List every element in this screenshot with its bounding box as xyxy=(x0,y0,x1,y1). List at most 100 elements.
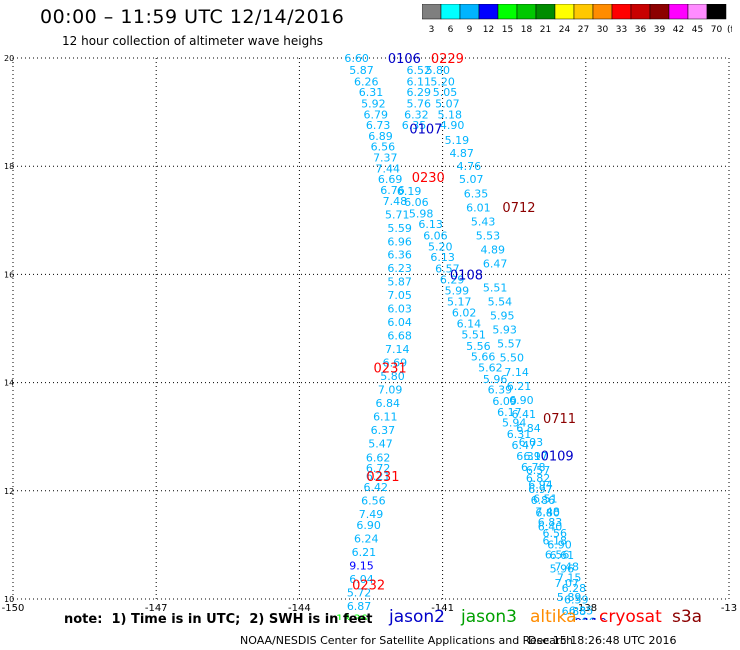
swh-point-label: 6.11 xyxy=(406,75,431,88)
swh-point-label: 6.96 xyxy=(571,616,596,620)
swh-point-label: 5.80 xyxy=(380,370,405,383)
swh-point-label: 4.90 xyxy=(440,119,465,132)
swh-point-label: 6.97 xyxy=(528,483,553,496)
swh-point-label: 6.94 xyxy=(528,478,553,491)
swh-point-label: 6.21 xyxy=(352,546,377,559)
swh-point-label: 6.57 xyxy=(435,262,460,275)
swh-point-label: 6.35 xyxy=(402,119,427,132)
x-tick-label: -13 xyxy=(721,603,737,614)
swh-point-label: 5.18 xyxy=(438,108,463,121)
swh-point-label: 6.47 xyxy=(483,258,508,271)
swh-point-label: 5.07 xyxy=(459,173,484,186)
legend-swatch xyxy=(706,4,727,20)
pass-time-label: 0108 xyxy=(450,268,483,283)
satellite-altika: altika xyxy=(530,607,577,627)
swh-point-label: 5.96 xyxy=(550,563,575,576)
swh-point-label: 6.31 xyxy=(507,428,532,441)
swh-point-label: 5.43 xyxy=(471,215,496,228)
legend-label: 45 xyxy=(692,25,703,35)
swh-point-label: 6.79 xyxy=(364,108,389,121)
swh-point-label: 9.15 xyxy=(349,559,374,572)
swh-point-label: 6.86 xyxy=(531,494,556,507)
swh-point-label: 5.57 xyxy=(497,338,522,351)
swh-point-label: 7.49 xyxy=(359,508,384,521)
swh-point-label: 5.89 xyxy=(557,591,582,604)
swh-point-label: 13.36 xyxy=(336,612,368,620)
legend-label: 27 xyxy=(578,25,589,35)
swh-point-label: 6.87 xyxy=(347,600,372,613)
swh-point-label: 6.02 xyxy=(452,306,477,319)
swh-point-label: 6.47 xyxy=(511,439,536,452)
pass-time-label: 0106 xyxy=(388,52,421,67)
swh-point-label: 5.53 xyxy=(476,229,501,242)
swh-point-label: 6.61 xyxy=(550,549,575,562)
pass-time-label: 0232 xyxy=(352,578,385,593)
swh-point-label: 7.14 xyxy=(504,366,529,379)
swh-point-label: 6.76 xyxy=(380,184,405,197)
swh-point-label: 5.56 xyxy=(466,340,491,353)
satellite-jason2: jason2 xyxy=(389,607,445,627)
pass-time-label: 0109 xyxy=(541,450,574,465)
swh-point-label: 5.98 xyxy=(409,207,434,220)
swh-point-label: 6.84 xyxy=(375,397,400,410)
legend-label: 6 xyxy=(448,25,454,35)
swh-point-label: 5.05 xyxy=(433,86,458,99)
swh-point-label: 7.37 xyxy=(373,152,398,165)
satellite-cryosat: cryosat xyxy=(599,607,662,627)
swh-point-label: 5.51 xyxy=(483,281,508,294)
swh-point-label: 6.73 xyxy=(366,119,391,132)
swh-point-label: 6.04 xyxy=(349,573,374,586)
y-tick-label: 12 xyxy=(4,487,14,496)
swh-point-label: 6.69 xyxy=(383,357,408,370)
swh-point-label: 6.90 xyxy=(356,519,381,532)
swh-point-label: 6.59 xyxy=(564,594,589,607)
swh-point-label: 6.84 xyxy=(516,422,541,435)
swh-point-label: 5.96 xyxy=(483,373,508,386)
swh-point-label: 6.19 xyxy=(397,185,422,198)
legend-unit: (ft) xyxy=(727,25,732,35)
swh-point-label: 5.87 xyxy=(349,64,374,77)
x-tick-label: -141 xyxy=(431,603,454,614)
swh-point-label: 5.80 xyxy=(426,64,451,77)
swh-point-label: 6.14 xyxy=(457,318,482,331)
swh-point-label: 7.15 xyxy=(557,571,582,584)
swh-point-label: 6.62 xyxy=(366,451,391,464)
swh-point-label: 7.44 xyxy=(375,162,400,175)
swh-point-label: 6.21 xyxy=(366,470,391,483)
swh-point-label: 6.83 xyxy=(538,516,563,529)
x-tick-label: -144 xyxy=(288,603,311,614)
y-tick-label: 10 xyxy=(4,595,14,604)
swh-point-label: 5.71 xyxy=(385,208,410,221)
legend-label: 24 xyxy=(559,25,571,35)
swh-point-label: 5.51 xyxy=(461,328,486,341)
swh-point-label: 6.82 xyxy=(526,472,551,485)
swh-point-label: 6.56 xyxy=(545,549,570,562)
legend-label: 12 xyxy=(483,25,494,35)
swh-point-label: 5.72 xyxy=(347,587,372,600)
x-tick-label: -138 xyxy=(574,603,597,614)
swh-point-label: 6.01 xyxy=(466,201,491,214)
swh-point-label: 6.42 xyxy=(364,481,389,494)
swh-point-label: 5.54 xyxy=(488,295,513,308)
swh-point-label: 6.96 xyxy=(387,235,412,248)
credit-line: NOAA/NESDIS Center for Satellite Applica… xyxy=(240,634,574,647)
swh-point-label: 6.28 xyxy=(562,582,587,595)
satellite-s3a: s3a xyxy=(672,607,703,627)
swh-point-label: 5.50 xyxy=(500,352,525,365)
swh-point-label: 6.04 xyxy=(387,316,412,329)
swh-point-label: 6.06 xyxy=(423,229,448,242)
pass-time-label: 0110 xyxy=(574,617,607,620)
legend-label: 15 xyxy=(502,25,513,35)
legend-label: 36 xyxy=(635,25,647,35)
swh-point-label: 6.29 xyxy=(406,86,431,99)
swh-point-label: 6.26 xyxy=(354,75,379,88)
swh-point-label: 5.92 xyxy=(361,97,386,110)
swh-point-label: 6.24 xyxy=(354,532,379,545)
swh-point-label: 6.23 xyxy=(387,262,412,275)
x-tick-label: -150 xyxy=(2,603,25,614)
swh-point-label: 6.40 xyxy=(538,521,563,534)
swh-point-label: 5.20 xyxy=(430,75,455,88)
pass-time-label: 0231 xyxy=(366,470,399,485)
